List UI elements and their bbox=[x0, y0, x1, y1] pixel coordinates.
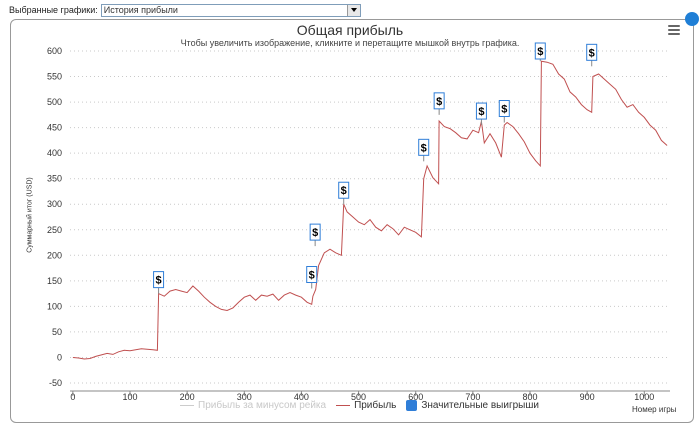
y-tick-label: 350 bbox=[47, 174, 62, 184]
chart-panel bbox=[10, 12, 699, 423]
y-tick-label: 450 bbox=[47, 123, 62, 133]
chevron-down-icon[interactable] bbox=[346, 4, 360, 16]
y-tick-label: 100 bbox=[47, 301, 62, 311]
y-tick-label: 0 bbox=[57, 352, 62, 362]
flag-label: $ bbox=[421, 142, 427, 154]
x-tick-label: 600 bbox=[408, 392, 423, 402]
big-win-flag: $ bbox=[498, 100, 510, 123]
legend-wins-label: Значительные выигрыши bbox=[421, 400, 539, 411]
x-tick-label: 300 bbox=[237, 392, 252, 402]
y-tick-label: 250 bbox=[47, 225, 62, 235]
legend-profit-label: Прибыль bbox=[354, 400, 397, 411]
menu-icon[interactable] bbox=[668, 25, 680, 35]
y-tick-label: 500 bbox=[47, 97, 62, 107]
legend-item-wins[interactable]: Значительные выигрыши bbox=[406, 400, 539, 411]
x-tick-label: 400 bbox=[294, 392, 309, 402]
flag-box bbox=[433, 92, 445, 110]
big-win-flag: $ bbox=[586, 43, 598, 67]
flag-label: $ bbox=[589, 47, 595, 59]
y-tick-label: -50 bbox=[49, 378, 62, 388]
y-tick-label: 300 bbox=[47, 199, 62, 209]
flag-box bbox=[418, 138, 430, 156]
big-win-flag: $ bbox=[338, 181, 350, 205]
chart-title: Общая прибыль bbox=[296, 22, 404, 38]
flag-box bbox=[498, 100, 510, 118]
legend-profit-swatch bbox=[336, 405, 351, 406]
flag-label: $ bbox=[341, 185, 347, 197]
legend-rake-swatch bbox=[180, 405, 194, 406]
flag-box bbox=[534, 42, 546, 60]
flag-label: $ bbox=[436, 96, 442, 108]
y-tick-label: 400 bbox=[47, 148, 62, 158]
flag-label: $ bbox=[312, 227, 318, 239]
big-win-flag: $ bbox=[534, 42, 546, 62]
legend-item-profit[interactable]: Прибыль bbox=[336, 400, 396, 411]
y-tick-label: 200 bbox=[47, 250, 62, 260]
chart-selector-bar: Выбранные графики: История прибыли bbox=[9, 2, 361, 18]
flag-label: $ bbox=[478, 106, 484, 118]
x-tick-label: 900 bbox=[580, 392, 595, 402]
y-tick-label: 550 bbox=[47, 72, 62, 82]
y-tick-label: 600 bbox=[47, 46, 62, 56]
profit-series-line bbox=[72, 60, 668, 360]
chart-subtitle: Чтобы увеличить изображение, кликните и … bbox=[180, 38, 520, 48]
x-tick-label: 700 bbox=[465, 392, 480, 402]
chart-legend: Прибыль за минусом рейка Прибыль Значите… bbox=[180, 400, 549, 411]
legend-item-rake[interactable]: Прибыль за минусом рейка bbox=[180, 400, 326, 411]
chart-type-select[interactable]: История прибыли bbox=[100, 3, 361, 17]
flag-label: $ bbox=[537, 46, 543, 58]
flag-label: $ bbox=[501, 104, 507, 116]
selected-charts-label: Выбранные графики: bbox=[9, 5, 98, 15]
x-axis-title: Номер игры bbox=[632, 405, 677, 414]
x-tick-label: 100 bbox=[122, 392, 137, 402]
flag-box bbox=[475, 102, 487, 120]
big-win-flag: $ bbox=[418, 138, 430, 162]
flag-box bbox=[586, 43, 598, 61]
x-tick-label: 1000 bbox=[634, 392, 654, 402]
chart-type-select-value: История прибыли bbox=[103, 4, 178, 15]
big-win-flag: $ bbox=[306, 266, 318, 289]
big-win-flag: $ bbox=[475, 102, 487, 126]
corner-circle-icon[interactable] bbox=[685, 12, 699, 26]
x-tick-label: 800 bbox=[522, 392, 537, 402]
y-tick-label: 50 bbox=[52, 327, 62, 337]
legend-wins-swatch bbox=[406, 400, 418, 411]
flag-box bbox=[306, 266, 318, 284]
flag-box bbox=[309, 223, 321, 241]
legend-rake-label: Прибыль за минусом рейка bbox=[198, 400, 327, 411]
x-tick-label: 200 bbox=[180, 392, 195, 402]
flag-box bbox=[153, 271, 165, 289]
y-tick-label: 150 bbox=[47, 276, 62, 286]
big-win-flag: $ bbox=[433, 92, 445, 115]
y-axis-title: Суммарный итог (USD) bbox=[26, 177, 34, 253]
flag-box bbox=[338, 181, 350, 199]
big-win-flag: $ bbox=[153, 271, 165, 294]
x-tick-label: 0 bbox=[70, 392, 75, 402]
big-win-flag: $ bbox=[309, 223, 321, 247]
flag-label: $ bbox=[156, 275, 162, 287]
x-tick-label: 500 bbox=[351, 392, 366, 402]
flag-label: $ bbox=[309, 270, 315, 282]
